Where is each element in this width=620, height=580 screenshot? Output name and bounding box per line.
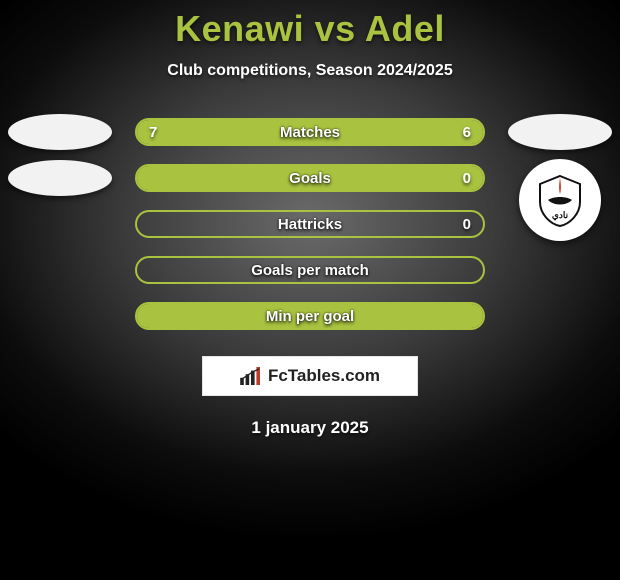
team-badge-right [508, 114, 612, 150]
comparison-row: Min per goal [0, 302, 620, 330]
stat-value-right: 0 [463, 212, 471, 236]
stat-bar: Min per goal [135, 302, 485, 330]
stat-label: Min per goal [266, 308, 354, 325]
stat-bar: Goals per match [135, 256, 485, 284]
comparison-row: Goals per match [0, 256, 620, 284]
comparison-row: نادي 0Goals [0, 164, 620, 192]
branding-badge: FcTables.com [202, 356, 418, 396]
comparison-rows: 76Matches نادي 0Goals0HattricksGoals per… [0, 118, 620, 330]
stat-label: Goals per match [251, 262, 369, 279]
comparison-row: 0 Hattricks [0, 210, 620, 238]
team-badge-left [8, 160, 112, 196]
stat-bar: 7 6 Matches [135, 118, 485, 146]
stat-value-right: 0 [463, 166, 471, 190]
stat-value-left: 7 [149, 120, 157, 144]
stat-bar: 0 Hattricks [135, 210, 485, 238]
comparison-row: 7 6 Matches [0, 118, 620, 146]
branding-text: FcTables.com [268, 366, 380, 386]
stat-label: Hattricks [278, 216, 342, 233]
stat-label: Matches [280, 124, 340, 141]
datestamp: 1 january 2025 [251, 418, 368, 438]
stat-label: Goals [289, 170, 331, 187]
team-badge-left [8, 114, 112, 150]
stat-bar: 0 Goals [135, 164, 485, 192]
stat-value-right: 6 [463, 120, 471, 144]
bars-icon [240, 367, 262, 385]
content: Kenawi vs Adel Club competitions, Season… [0, 0, 620, 580]
subtitle: Club competitions, Season 2024/2025 [167, 62, 452, 80]
page-title: Kenawi vs Adel [175, 8, 445, 50]
